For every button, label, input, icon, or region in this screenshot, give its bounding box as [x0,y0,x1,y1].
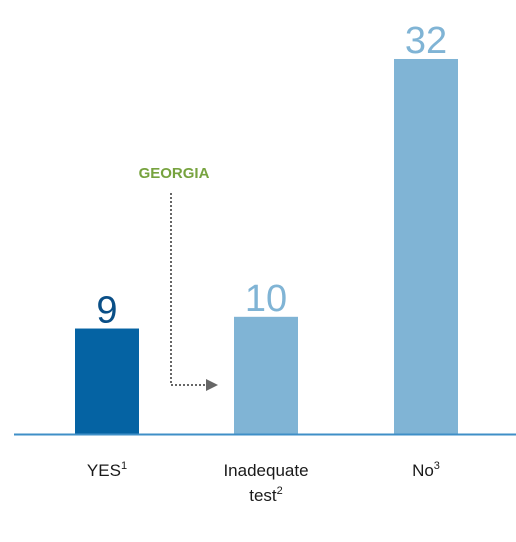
category-label-0: YES1 [87,460,127,480]
bar-value-label-2: 32 [405,20,447,62]
bar-2 [394,58,458,435]
bar-value-label-1: 10 [245,278,287,320]
category-label-1: Inadequate test2 [223,461,308,505]
bar-0 [75,328,139,434]
category-label-2: No3 [412,460,440,480]
bar-1 [234,316,298,434]
annotation-label: GEORGIA [139,165,210,182]
bar-value-label-0: 9 [96,290,117,332]
annotation-arrow-line [170,193,206,386]
annotation-arrow-head [206,379,218,391]
